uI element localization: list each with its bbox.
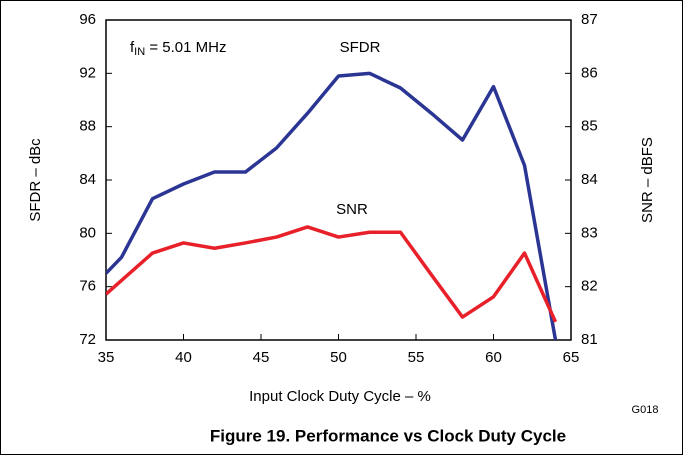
y-tick-label: 76 [79,278,96,295]
y-tick-label: 96 [79,11,96,28]
y2-tick-label: 86 [581,64,598,81]
chart-title: Figure 19. Performance vs Clock Duty Cyc… [210,426,566,445]
y-tick-label: 84 [79,171,96,188]
figure-code: G018 [632,404,659,416]
x-tick-label: 50 [330,349,347,366]
y-tick-label: 88 [79,118,96,135]
x-axis-label: Input Clock Duty Cycle – % [249,388,431,405]
series-line [106,225,558,323]
x-tick-label: 55 [408,349,425,366]
y-axis-label: SFDR – dBc [27,138,44,222]
x-tick-label: 40 [175,349,192,366]
fin-f: f [130,39,135,56]
x-tick-label: 35 [98,349,115,366]
y2-axis-label: SNR – dBFS [639,137,656,223]
x-tick-label: 60 [485,349,502,366]
y2-tick-label: 82 [581,278,598,295]
series-label: SFDR [340,39,381,56]
y2-tick-label: 81 [581,331,598,348]
x-tick-label: 45 [253,349,270,366]
y-tick-label: 72 [79,331,96,348]
series-line [106,71,558,340]
y-tick-label: 92 [79,64,96,81]
plot-area [105,19,572,341]
fin-sub: IN [134,46,145,58]
fin-label: fIN = 5.01 MHz [130,39,226,58]
y-tick-label: 80 [79,224,96,241]
y2-tick-label: 85 [581,118,598,135]
y2-tick-label: 83 [581,224,598,241]
series-label: SNR [336,201,368,218]
fin-rest: = 5.01 MHz [145,39,226,56]
x-tick-label: 65 [563,349,580,366]
y2-tick-label: 84 [581,171,598,188]
y2-tick-label: 87 [581,11,598,28]
